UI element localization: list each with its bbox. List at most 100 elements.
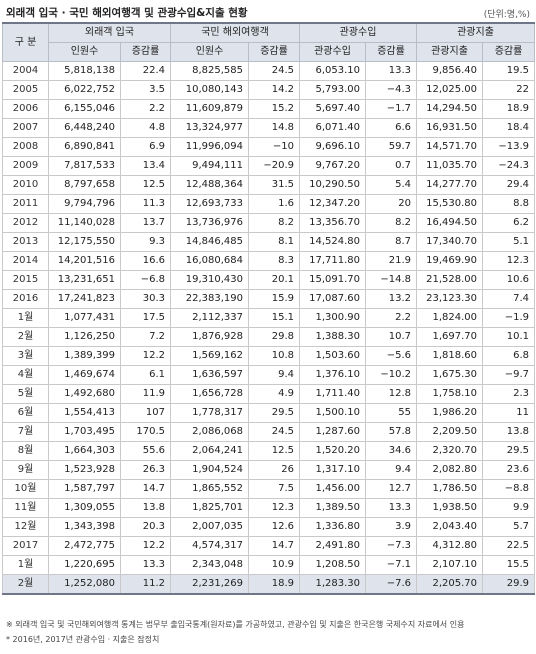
footnotes: ※ 외래객 입국 및 국민해외여행객 통계는 법무부 출입국통계(원자료)를 가… xyxy=(6,617,464,647)
table-cell: 18.9 xyxy=(248,574,300,595)
table-cell: 17,711.80 xyxy=(299,251,366,271)
row-label: 2월 xyxy=(2,327,49,347)
table-row: 2017 2,472,775 12.2 4,574,317 14.7 2,491.80 −7… xyxy=(2,536,535,556)
table-row: 2009 7,817,533 13.4 9,494,111 −20.9 9,767.20 0… xyxy=(2,156,535,176)
row-label: 2월 xyxy=(2,574,49,595)
table-cell: 16.6 xyxy=(120,251,171,271)
table-cell: 10.6 xyxy=(482,270,535,290)
table-cell: 11,996,094 xyxy=(170,137,249,157)
table-cell: 12.7 xyxy=(365,479,417,499)
table-cell: 19,310,430 xyxy=(170,270,249,290)
table-cell: 12.3 xyxy=(248,498,300,518)
table-cell: 57.8 xyxy=(365,422,417,442)
table-cell: −14.8 xyxy=(365,270,417,290)
table-cell: 2,205.70 xyxy=(416,574,483,595)
row-label: 2016 xyxy=(2,289,49,309)
table-cell: 1,569,162 xyxy=(170,346,249,366)
table-row: 2016 17,241,823 30.3 22,383,190 15.9 17,087.6… xyxy=(2,289,535,309)
table-cell: 12.5 xyxy=(120,175,171,195)
statistics-table: 구 분 외래객 입국 국민 해외여행객 관광수입 관광지출 인원수 증감률 인원… xyxy=(2,22,535,595)
group-header-inbound: 외래객 입국 xyxy=(48,22,171,43)
table-cell: 9.4 xyxy=(365,460,417,480)
table-cell: 8.7 xyxy=(365,232,417,252)
row-label: 2008 xyxy=(2,137,49,157)
table-cell: 1,208.50 xyxy=(299,555,366,575)
table-cell: 1,711.40 xyxy=(299,384,366,404)
table-cell: 1,758.10 xyxy=(416,384,483,404)
table-cell: 6,022,752 xyxy=(48,80,121,100)
row-label: 5월 xyxy=(2,384,49,404)
table-row: 5월 1,492,680 11.9 1,656,728 4.9 1,711.40 12.8 1… xyxy=(2,384,535,404)
table-cell: 24.5 xyxy=(248,61,300,81)
table-cell: 12.3 xyxy=(482,251,535,271)
table-cell: 15.2 xyxy=(248,99,300,119)
table-cell: 1.6 xyxy=(248,194,300,214)
table-cell: 10,290.50 xyxy=(299,175,366,195)
row-label: 2012 xyxy=(2,213,49,233)
row-label: 6월 xyxy=(2,403,49,423)
table-cell: 1,938.50 xyxy=(416,498,483,518)
table-cell: 1,703,495 xyxy=(48,422,121,442)
table-cell: 15.9 xyxy=(248,289,300,309)
table-cell: −10.2 xyxy=(365,365,417,385)
row-label: 1월 xyxy=(2,308,49,328)
table-cell: 4.9 xyxy=(248,384,300,404)
row-label: 2015 xyxy=(2,270,49,290)
group-header-expenditure: 관광지출 xyxy=(416,22,535,43)
table-cell: 19,469.90 xyxy=(416,251,483,271)
table-cell: 5.1 xyxy=(482,232,535,252)
table-cell: 18.4 xyxy=(482,118,535,138)
table-cell: 13.7 xyxy=(120,213,171,233)
table-cell: 9,696.10 xyxy=(299,137,366,157)
table-cell: 1,389,399 xyxy=(48,346,121,366)
table-cell: 14,201,516 xyxy=(48,251,121,271)
table-cell: 9,494,111 xyxy=(170,156,249,176)
table-cell: 29.5 xyxy=(248,403,300,423)
table-cell: 5,697.40 xyxy=(299,99,366,119)
table-body: 2004 5,818,138 22.4 8,825,585 24.5 6,053.10 13… xyxy=(2,61,535,595)
table-cell: 3.5 xyxy=(120,80,171,100)
table-cell: 15,530.80 xyxy=(416,194,483,214)
table-cell: 14.8 xyxy=(248,118,300,138)
table-cell: 1,500.10 xyxy=(299,403,366,423)
table-cell: −9.7 xyxy=(482,365,535,385)
table-cell: 13,736,976 xyxy=(170,213,249,233)
table-cell: 15.1 xyxy=(248,308,300,328)
table-cell: 9,856.40 xyxy=(416,61,483,81)
table-cell: 7.4 xyxy=(482,289,535,309)
table-cell: 10.7 xyxy=(365,327,417,347)
table-cell: 1,283.30 xyxy=(299,574,366,595)
table-cell: 14.7 xyxy=(248,536,300,556)
table-cell: 1,520.20 xyxy=(299,441,366,461)
table-cell: 6,155,046 xyxy=(48,99,121,119)
table-row: 7월 1,703,495 170.5 2,086,068 24.5 1,287.60 57.… xyxy=(2,422,535,442)
row-label: 2005 xyxy=(2,80,49,100)
row-label: 2007 xyxy=(2,118,49,138)
table-row: 2월 1,126,250 7.2 1,876,928 29.8 1,388.30 10.7 1… xyxy=(2,327,535,347)
table-row: 2010 8,797,658 12.5 12,488,364 31.5 10,290.50… xyxy=(2,175,535,195)
table-cell: 9.3 xyxy=(120,232,171,252)
table-cell: 13,324,977 xyxy=(170,118,249,138)
table-row: 2006 6,155,046 2.2 11,609,879 15.2 5,697.40 −1… xyxy=(2,99,535,119)
table-cell: 11 xyxy=(482,403,535,423)
table-cell: 1,336.80 xyxy=(299,517,366,537)
table-cell: 17,087.60 xyxy=(299,289,366,309)
table-cell: 29.8 xyxy=(248,327,300,347)
table-cell: 12.8 xyxy=(365,384,417,404)
table-row: 9월 1,523,928 26.3 1,904,524 26 1,317.10 9.4 2,0… xyxy=(2,460,535,480)
table-cell: −13.9 xyxy=(482,137,535,157)
table-cell: 2.2 xyxy=(365,308,417,328)
table-cell: 6,890,841 xyxy=(48,137,121,157)
table-cell: 1,865,552 xyxy=(170,479,249,499)
table-cell: 1,077,431 xyxy=(48,308,121,328)
table-cell: 5.4 xyxy=(365,175,417,195)
table-cell: 2.2 xyxy=(120,99,171,119)
table-cell: 31.5 xyxy=(248,175,300,195)
table-cell: 13.8 xyxy=(120,498,171,518)
table-cell: −10 xyxy=(248,137,300,157)
table-cell: 21,528.00 xyxy=(416,270,483,290)
table-cell: 4,574,317 xyxy=(170,536,249,556)
table-cell: 12,488,364 xyxy=(170,175,249,195)
subheader-receipts: 관광수입 xyxy=(299,42,366,62)
table-cell: 2,320.70 xyxy=(416,441,483,461)
